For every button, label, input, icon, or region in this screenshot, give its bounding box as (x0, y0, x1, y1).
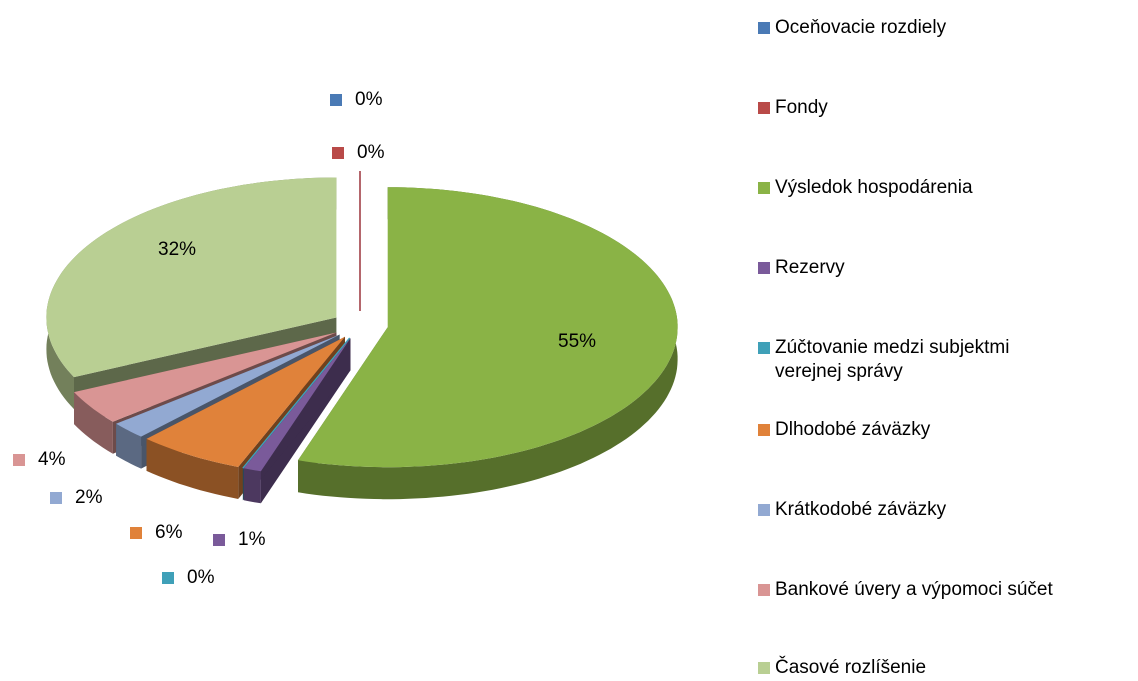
label-key (330, 94, 342, 106)
legend-item: Rezervy (758, 256, 1098, 280)
slice (46, 177, 337, 378)
data-label: 1% (238, 529, 266, 550)
data-label: 0% (355, 89, 383, 110)
legend-swatch (758, 662, 770, 674)
legend-label: Rezervy (775, 257, 845, 278)
label-key (332, 147, 344, 159)
legend-item: Výsledok hospodárenia (758, 176, 1098, 200)
legend-swatch (758, 102, 770, 114)
label-key (213, 534, 225, 546)
data-label: 6% (155, 522, 183, 543)
slice-wall (116, 423, 142, 469)
legend-swatch (758, 584, 770, 596)
slice (146, 336, 345, 467)
legend-swatch (758, 262, 770, 274)
slice (116, 334, 340, 437)
data-label: 55% (558, 331, 596, 352)
slice (74, 332, 337, 422)
legend-label: Bankové úvery a výpomoci súčet (775, 579, 1053, 600)
slice-wall (146, 438, 239, 499)
legend-swatch (758, 22, 770, 34)
slice-wall (298, 187, 678, 500)
legend-item: Dlhodobé záväzky (758, 418, 1098, 442)
slice-side (116, 334, 340, 456)
legend-label: Dlhodobé záväzky (775, 419, 931, 440)
legend-label: Výsledok hospodárenia (775, 177, 973, 198)
slice-wall (74, 392, 113, 454)
data-label: 0% (357, 142, 385, 163)
legend-swatch (758, 182, 770, 194)
data-label: 0% (187, 567, 215, 588)
legend-label: Oceňovacie rozdiely (775, 17, 947, 38)
legend-label: Fondy (775, 97, 828, 118)
slice (298, 187, 678, 468)
legend-item: Fondy (758, 96, 1098, 120)
legend-item: Časové rozlíšenie (758, 656, 1098, 680)
legend-swatch (758, 504, 770, 516)
slice (243, 338, 351, 472)
legend-item: Krátkodobé záväzky (758, 498, 1098, 522)
slice (242, 337, 351, 469)
slice-side (243, 338, 351, 501)
data-label: 32% (158, 239, 196, 260)
legend-swatch (758, 424, 770, 436)
legend-item: Bankové úvery a výpomoci súčet (758, 578, 1098, 602)
label-key (130, 527, 142, 539)
legend-item: Zúčtovanie medzi subjektmi verejnej sprá… (758, 336, 1098, 384)
data-label: 2% (75, 487, 103, 508)
legend-label: Zúčtovanie medzi subjektmi verejnej sprá… (775, 337, 1010, 382)
data-label: 4% (38, 449, 66, 470)
slice-wall (243, 468, 261, 504)
label-key (50, 492, 62, 504)
label-key (162, 572, 174, 584)
legend-label: Časové rozlíšenie (775, 657, 927, 678)
legend-label: Krátkodobé záväzky (775, 499, 947, 520)
label-key (13, 454, 25, 466)
legend-item: Oceňovacie rozdiely (758, 16, 1098, 40)
legend-swatch (758, 342, 770, 354)
